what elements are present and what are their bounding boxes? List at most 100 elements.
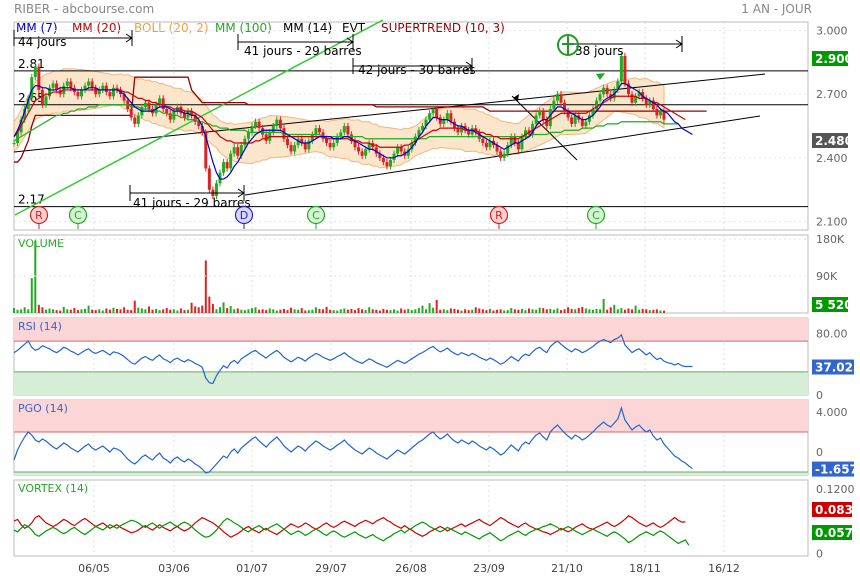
candle-body: [616, 81, 620, 90]
volume-bar: [226, 308, 229, 313]
candle-body: [420, 126, 424, 131]
volume-bar: [492, 310, 495, 313]
candle-body: [26, 98, 30, 110]
vortex-badge: [812, 502, 852, 517]
volume-bar: [254, 307, 257, 313]
candle-body: [97, 89, 101, 95]
candle-body: [513, 136, 517, 143]
candle-body: [328, 142, 332, 148]
candle-body: [204, 132, 208, 169]
volume-bar: [275, 310, 278, 313]
signal-label: C: [592, 209, 600, 222]
candle-body: [523, 130, 527, 137]
volume-bar: [513, 309, 516, 313]
candle-body: [563, 102, 567, 112]
volume-bar: [183, 310, 186, 313]
candle-body: [275, 119, 279, 126]
volume-bar: [655, 309, 658, 313]
volume-bar: [435, 299, 438, 313]
volume-bar: [663, 310, 665, 313]
x-tick-label: 03/06: [158, 562, 190, 575]
x-tick-label: 18/11: [629, 562, 661, 575]
x-tick-label: 01/07: [236, 562, 268, 575]
candle-body: [595, 100, 599, 110]
y-tick-label: 0.1200: [816, 483, 855, 496]
candle-body: [470, 128, 474, 135]
volume-bar: [144, 309, 147, 313]
volume-bar: [282, 308, 285, 313]
signal-badge: [489, 205, 509, 225]
volume-bar: [236, 308, 239, 313]
volume-bar: [300, 308, 303, 313]
volume-bar: [94, 310, 97, 313]
volume-bar: [187, 309, 190, 313]
candle-body: [229, 153, 233, 169]
volume-bar: [471, 309, 474, 313]
candle-body: [452, 121, 456, 129]
volume-bar: [378, 310, 381, 313]
volume-bar: [549, 308, 552, 313]
volume-bar: [201, 305, 204, 313]
candle-body: [378, 153, 382, 158]
candle-body: [158, 98, 162, 105]
candle-body: [182, 113, 186, 118]
candle-body: [296, 138, 300, 146]
volume-bar: [126, 309, 129, 313]
anchor-icon: [557, 34, 579, 56]
volume-bar: [353, 310, 356, 313]
volume-bar: [563, 309, 566, 313]
candle-body: [637, 92, 641, 97]
volume-bar: [158, 310, 161, 313]
volume-bar: [290, 307, 293, 313]
candle-body: [406, 149, 410, 156]
candle-body: [605, 87, 609, 95]
volume-bar: [229, 306, 232, 313]
candle-body: [573, 115, 577, 124]
volume-bar: [393, 309, 396, 313]
close-badge-value: 2.480: [815, 134, 853, 148]
volume-bar: [329, 309, 332, 313]
candle-body: [502, 153, 506, 158]
volume-bar: [631, 309, 634, 313]
volume-bar: [197, 307, 200, 313]
legend-item: MM (20): [72, 21, 121, 35]
volume-bar: [62, 306, 65, 313]
candle-body: [619, 55, 623, 82]
volume-bar: [84, 308, 87, 313]
candle-body: [580, 119, 584, 126]
volume-bar: [147, 306, 150, 313]
volume-bar: [73, 308, 76, 313]
volume-bar: [307, 310, 310, 313]
volume-bar: [609, 307, 612, 313]
volume-bar: [165, 308, 168, 313]
legend-item: BOLL (20, 2): [134, 21, 209, 35]
candle-body: [396, 147, 400, 154]
volume-bar: [442, 309, 445, 313]
candle-body: [222, 162, 226, 173]
candle-body: [271, 126, 275, 133]
period-label: 1 AN - JOUR: [741, 2, 812, 16]
volume-bar: [204, 260, 207, 313]
volume-bar: [179, 308, 182, 313]
measure-head: [465, 61, 473, 71]
volume-bar: [336, 310, 339, 313]
volume-bar: [456, 309, 459, 313]
candle-body: [51, 83, 55, 88]
volume-bar: [261, 309, 264, 313]
candle-body: [658, 111, 662, 116]
candle-body: [30, 77, 34, 99]
candle-body: [300, 138, 304, 143]
candle-body: [410, 142, 414, 150]
candle-body: [314, 128, 318, 135]
candle-body: [626, 83, 630, 95]
volume-bar: [59, 310, 62, 313]
candle-body: [136, 115, 140, 124]
candle-body: [236, 147, 240, 156]
volume-bar: [591, 309, 594, 313]
candle-body: [254, 121, 258, 126]
candle-body: [79, 89, 83, 97]
candle-body: [449, 113, 453, 122]
volume-bar: [623, 309, 626, 313]
volume-bar: [69, 309, 72, 313]
